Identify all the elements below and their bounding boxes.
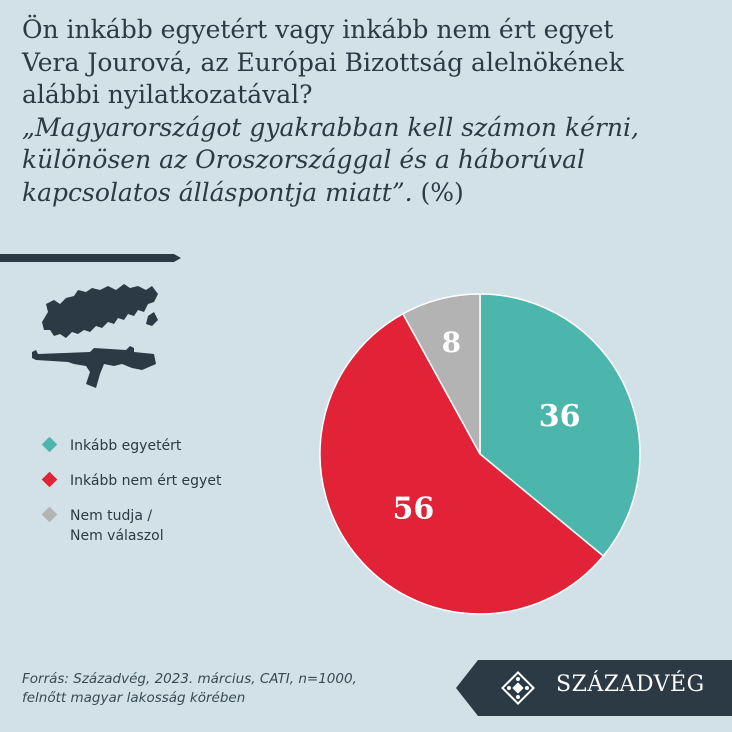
logo-text: SZÁZADVÉG (556, 672, 705, 697)
legend-label: Inkább egyetért (70, 438, 182, 454)
pie-slice-disagree (319, 312, 605, 615)
legend-swatch-dontknow (41, 506, 58, 523)
quote-line-3-wrap: kapcsolatos álláspontja miatt”. (%) (22, 177, 712, 210)
title-line-2: Vera Jourová, az Európai Bizottság aleln… (22, 47, 624, 77)
logo-banner (456, 660, 732, 716)
pie-chart: 36 56 8 (319, 293, 641, 615)
pie-slice-agree (479, 293, 641, 558)
legend-label: Nem tudja / Nem válaszol (70, 508, 164, 544)
source-note: Forrás: Századvég, 2023. március, CATI, … (22, 671, 357, 706)
pie-label-agree: 36 (539, 399, 581, 434)
legend-item-disagree: Inkább nem ért egyet (41, 471, 222, 491)
title-line-3: alábbi nyilatkozatával? (22, 80, 313, 109)
divider-bar (0, 254, 181, 262)
legend-swatch-agree (41, 436, 58, 453)
legend-item-dontknow: Nem tudja / Nem válaszol (41, 506, 221, 546)
quote-line-3: kapcsolatos álláspontja miatt”. (22, 177, 413, 207)
quote-line-1: „Magyarországot gyakrabban kell számon k… (22, 112, 639, 142)
pie-slice-dontknow (401, 293, 481, 455)
chart-title: Ön inkább egyetért vagy inkább nem ért e… (22, 14, 712, 209)
title-line-1: Ön inkább egyetért vagy inkább nem ért e… (22, 15, 614, 44)
quote-line-2: különösen az Oroszországgal és a háborúv… (22, 145, 585, 174)
legend-item-agree: Inkább egyetért (41, 436, 221, 456)
legend-swatch-disagree (41, 471, 58, 488)
legend-label: Inkább nem ért egyet (70, 473, 222, 489)
russia-map-icon (42, 284, 158, 338)
pie-label-dontknow: 8 (442, 326, 461, 359)
rifle-icon (32, 346, 156, 388)
pie-label-disagree: 56 (393, 492, 435, 527)
title-unit: (%) (412, 177, 464, 207)
chart-legend: Inkább egyetért Inkább nem ért egyet Nem… (41, 436, 222, 546)
